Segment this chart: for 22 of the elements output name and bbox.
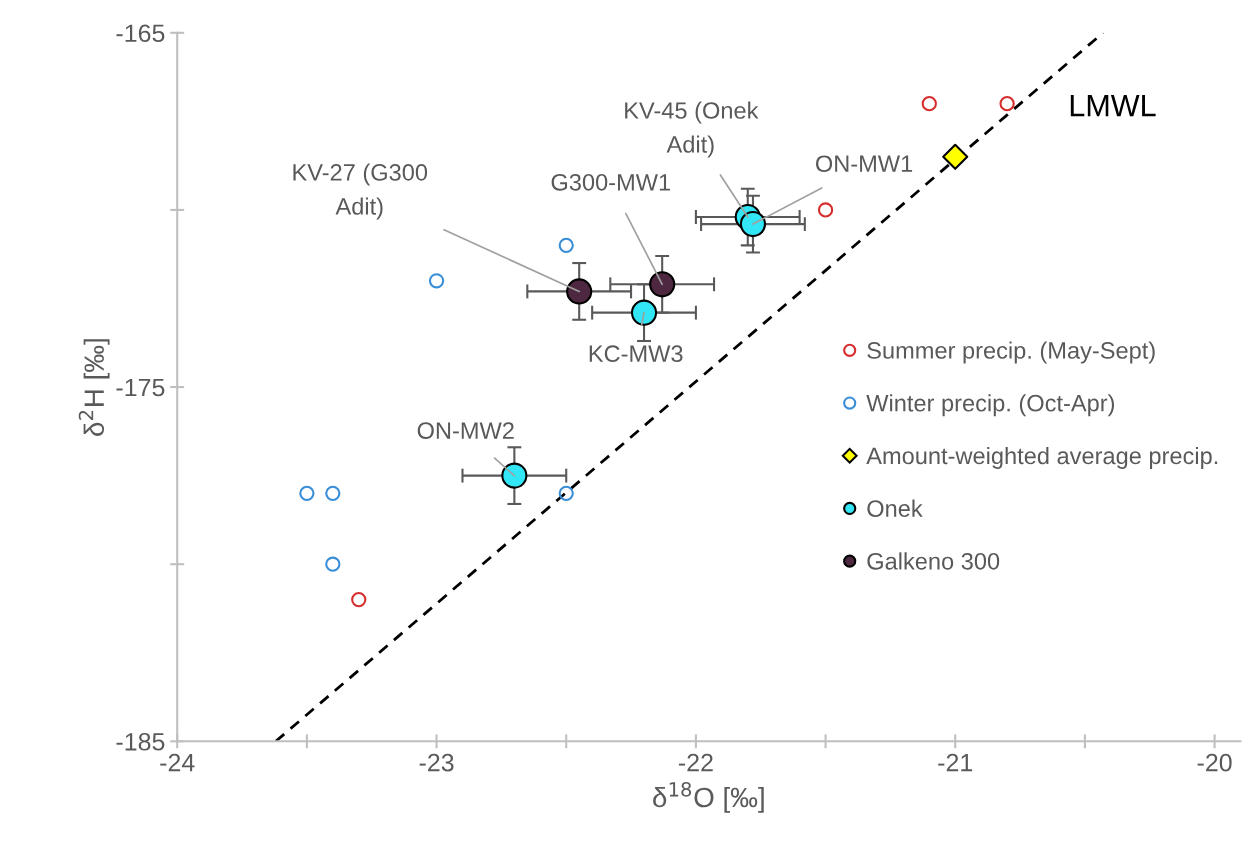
x-tick-label: -22 (678, 753, 713, 772)
annotation: KV-45 (Onek Adit) (625, 101, 759, 158)
y-tick-label: -175 (116, 378, 165, 397)
legend-label: Onek (867, 499, 923, 517)
legend-label: Galkeno 300 (867, 552, 1000, 570)
series-label: LMWL (1070, 95, 1156, 117)
x-tick-label: -23 (419, 753, 454, 772)
x-tick-label: -20 (1197, 753, 1232, 772)
legend-label: Amount-weighted average precip. (866, 446, 1218, 469)
annotation: KV-27 (G300 Adit) (293, 163, 428, 220)
x-tick-label: -21 (938, 753, 973, 772)
annotation: ON-MW1 (816, 155, 913, 173)
annotation: KC-MW3 (589, 345, 683, 363)
legend-label: Winter precip. (Oct-Apr) (866, 394, 1115, 417)
y-axis-title: δ$^{2}$H [‰] (78, 339, 110, 436)
annotation: G300-MW1 (551, 173, 670, 191)
legend-label: Summer precip. (May-Sept) (867, 341, 1155, 364)
y-tick-label: -165 (116, 24, 165, 43)
y-tick-label: -185 (116, 732, 165, 751)
x-axis-title: δ$^{18}$O [‰] (653, 781, 764, 813)
annotation: ON-MW2 (417, 422, 514, 439)
x-tick-label: -24 (160, 753, 195, 772)
